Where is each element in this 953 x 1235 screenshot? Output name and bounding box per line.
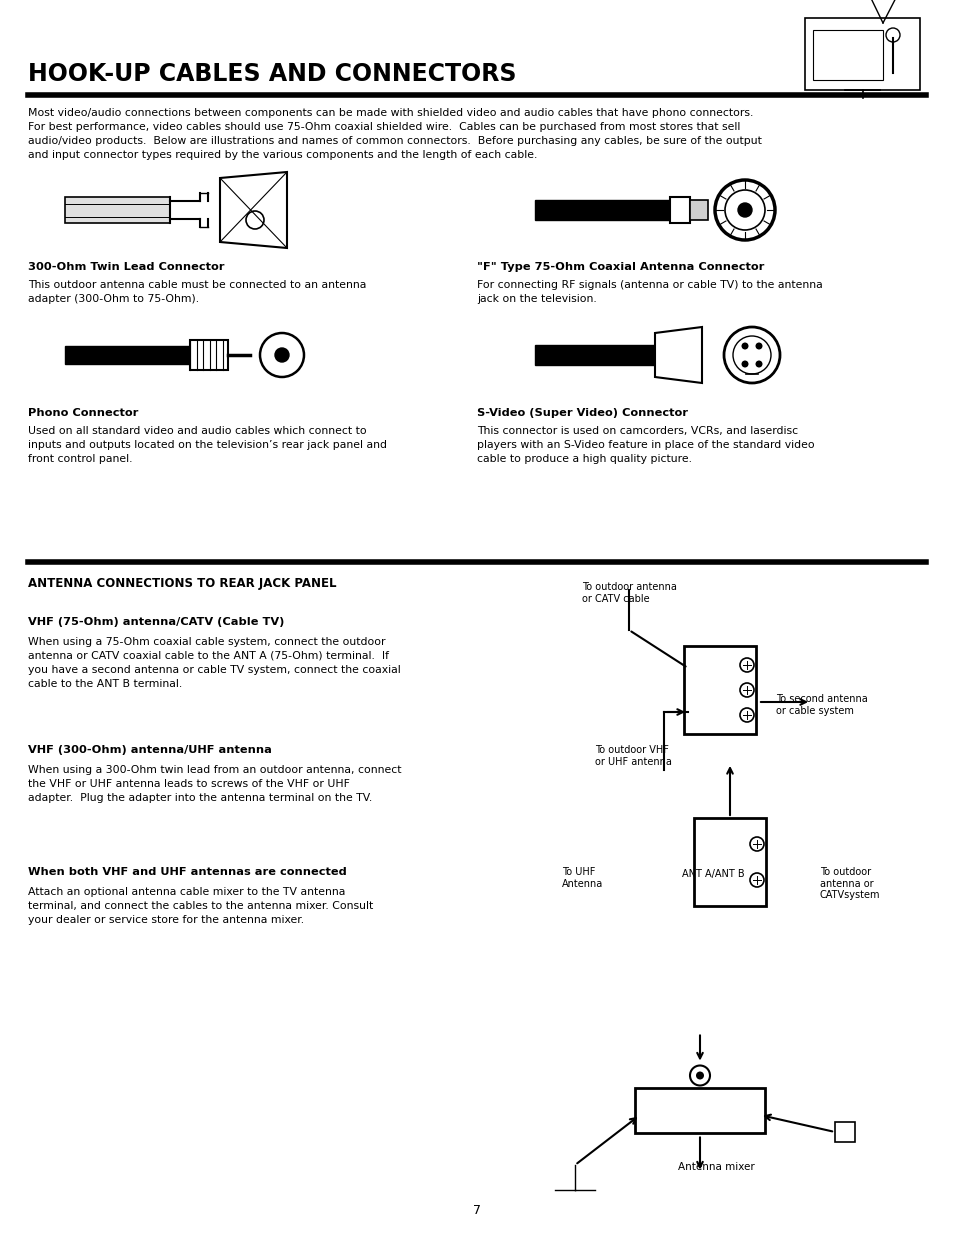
Bar	[535, 345, 655, 366]
Circle shape	[260, 333, 304, 377]
Circle shape	[755, 342, 761, 350]
Circle shape	[740, 361, 748, 368]
Text: To UHF
Antenna: To UHF Antenna	[561, 867, 602, 889]
Text: Most video/audio connections between components can be made with shielded video : Most video/audio connections between com…	[28, 107, 761, 161]
Circle shape	[724, 190, 764, 230]
Circle shape	[246, 211, 264, 228]
Text: This outdoor antenna cable must be connected to an antenna
adapter (300-Ohm to 7: This outdoor antenna cable must be conne…	[28, 280, 366, 304]
Bar	[65, 198, 170, 224]
Circle shape	[732, 336, 770, 374]
Circle shape	[740, 683, 753, 697]
Circle shape	[714, 180, 774, 240]
Text: ANTENNA CONNECTIONS TO REAR JACK PANEL: ANTENNA CONNECTIONS TO REAR JACK PANEL	[28, 577, 336, 590]
Circle shape	[274, 348, 289, 362]
Text: Used on all standard video and audio cables which connect to
inputs and outputs : Used on all standard video and audio cab…	[28, 426, 387, 464]
Circle shape	[696, 1072, 703, 1079]
Text: To second antenna
or cable system: To second antenna or cable system	[775, 694, 867, 715]
Bar	[65, 346, 190, 364]
Text: 300-Ohm Twin Lead Connector: 300-Ohm Twin Lead Connector	[28, 262, 224, 272]
Circle shape	[749, 837, 763, 851]
Circle shape	[740, 342, 748, 350]
Text: Phono Connector: Phono Connector	[28, 408, 138, 417]
Circle shape	[740, 708, 753, 722]
Text: To outdoor antenna
or CATV cable: To outdoor antenna or CATV cable	[581, 582, 677, 604]
Text: VHF (300-Ohm) antenna/UHF antenna: VHF (300-Ohm) antenna/UHF antenna	[28, 745, 272, 755]
Text: For connecting RF signals (antenna or cable TV) to the antenna
jack on the telev: For connecting RF signals (antenna or ca…	[476, 280, 821, 304]
Text: VHF (75-Ohm) antenna/CATV (Cable TV): VHF (75-Ohm) antenna/CATV (Cable TV)	[28, 618, 284, 627]
Text: To outdoor
antenna or
CATVsystem: To outdoor antenna or CATVsystem	[820, 867, 880, 900]
Bar	[804, 19, 919, 90]
Text: "F" Type 75-Ohm Coaxial Antenna Connector: "F" Type 75-Ohm Coaxial Antenna Connecto…	[476, 262, 763, 272]
Polygon shape	[655, 327, 701, 383]
Circle shape	[885, 28, 899, 42]
Text: Antenna mixer: Antenna mixer	[678, 1162, 754, 1172]
Circle shape	[723, 327, 780, 383]
Bar	[693, 818, 765, 906]
Text: When both VHF and UHF antennas are connected: When both VHF and UHF antennas are conne…	[28, 867, 346, 877]
Text: HOOK-UP CABLES AND CONNECTORS: HOOK-UP CABLES AND CONNECTORS	[28, 62, 516, 86]
Circle shape	[755, 361, 761, 368]
Text: When using a 300-Ohm twin lead from an outdoor antenna, connect
the VHF or UHF a: When using a 300-Ohm twin lead from an o…	[28, 764, 401, 803]
Circle shape	[749, 873, 763, 887]
Bar	[635, 1088, 764, 1132]
Circle shape	[689, 1066, 709, 1086]
Bar	[689, 200, 707, 220]
Text: ANT A/ANT B: ANT A/ANT B	[681, 869, 744, 879]
Bar	[834, 1123, 854, 1142]
Bar	[812, 30, 882, 80]
Text: 7: 7	[473, 1204, 480, 1216]
Text: When using a 75-Ohm coaxial cable system, connect the outdoor
antenna or CATV co: When using a 75-Ohm coaxial cable system…	[28, 637, 400, 689]
Bar	[190, 340, 228, 370]
Text: S-Video (Super Video) Connector: S-Video (Super Video) Connector	[476, 408, 687, 417]
Text: This connector is used on camcorders, VCRs, and laserdisc
players with an S-Vide: This connector is used on camcorders, VC…	[476, 426, 814, 464]
Text: Attach an optional antenna cable mixer to the TV antenna
terminal, and connect t: Attach an optional antenna cable mixer t…	[28, 887, 373, 925]
Circle shape	[740, 658, 753, 672]
Bar	[535, 200, 669, 220]
Bar	[683, 646, 755, 734]
Circle shape	[738, 203, 751, 217]
Text: To outdoor VHF
or UHF antenna: To outdoor VHF or UHF antenna	[595, 745, 671, 767]
Polygon shape	[220, 172, 287, 248]
Bar	[669, 198, 689, 224]
